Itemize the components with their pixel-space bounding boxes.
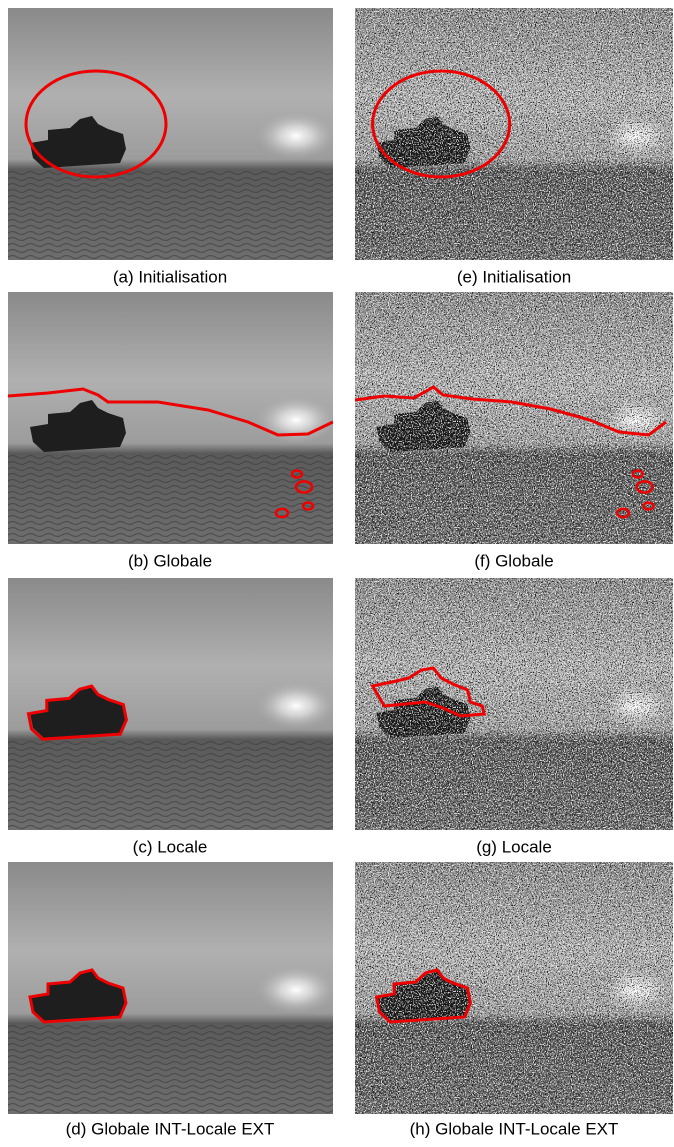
panel-image [8, 578, 333, 830]
sun [256, 112, 333, 160]
sea [8, 1024, 333, 1114]
panel-caption: (b) Globale [128, 551, 212, 570]
panel-image [355, 292, 673, 544]
global-contour [355, 385, 668, 437]
global-contour [8, 387, 333, 437]
panel-image [8, 292, 333, 544]
panel-image [355, 862, 673, 1114]
panel-image [8, 862, 333, 1114]
global-contour-blob [616, 507, 631, 519]
ship [30, 116, 126, 168]
global-contour-blob [642, 501, 655, 511]
noise [355, 8, 673, 260]
panel-caption: (c) Locale [133, 837, 208, 856]
global-contour-blob [635, 480, 654, 494]
local-contour [370, 666, 486, 718]
noise [355, 292, 673, 544]
sea [8, 740, 333, 830]
panel-caption: (d) Globale INT-Locale EXT [66, 1119, 275, 1138]
global-contour-blob [631, 469, 644, 479]
sea [8, 454, 333, 544]
noise [355, 862, 673, 1114]
panel-image [8, 8, 333, 260]
global-contour-blob [301, 501, 315, 511]
global-contour-blob [290, 469, 304, 479]
panel-image [355, 8, 673, 260]
sea [8, 170, 333, 260]
panel-image [355, 578, 673, 830]
local-contour [26, 684, 128, 741]
sun [256, 682, 333, 730]
panel-caption: (h) Globale INT-Locale EXT [410, 1119, 619, 1138]
ship [30, 686, 126, 738]
ship [30, 400, 126, 452]
panel-caption: (a) Initialisation [113, 267, 227, 286]
combined-contour [374, 968, 472, 1024]
combined-contour [28, 968, 128, 1024]
panel-caption: (g) Locale [476, 837, 552, 856]
ship [30, 970, 126, 1022]
global-contour-blob [274, 507, 290, 519]
init-contour [371, 69, 512, 179]
panel-caption: (f) Globale [474, 551, 553, 570]
sun [256, 966, 333, 1014]
init-contour [24, 69, 168, 179]
global-contour-blob [294, 480, 314, 494]
sun [256, 396, 333, 444]
panel-caption: (e) Initialisation [457, 267, 571, 286]
